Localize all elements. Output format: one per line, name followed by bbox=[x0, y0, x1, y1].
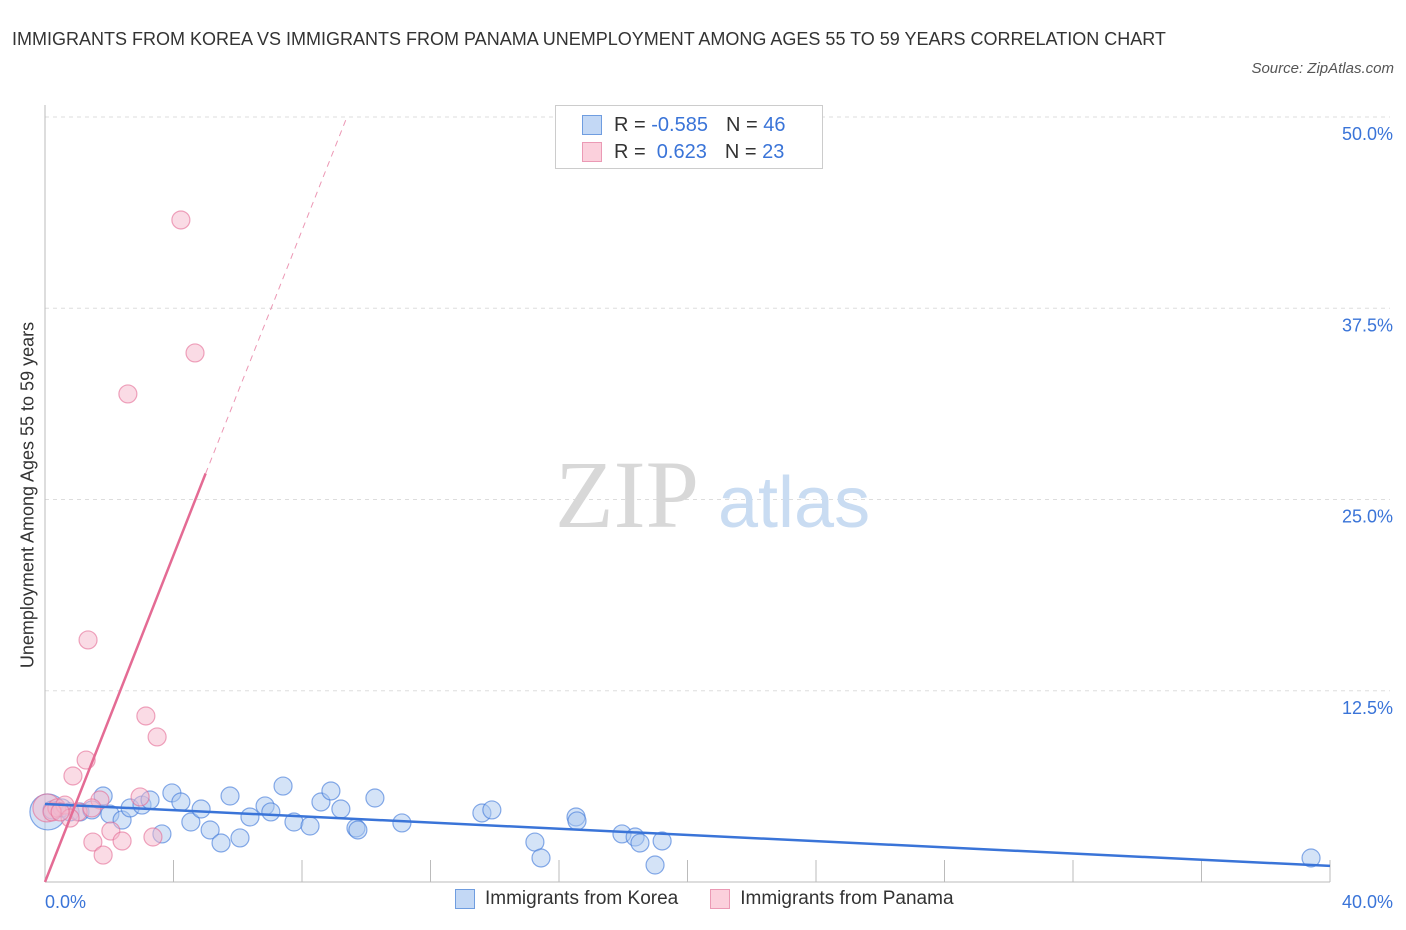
legend-label-korea: Immigrants from Korea bbox=[485, 888, 679, 909]
panama-point bbox=[136, 706, 156, 726]
korea-point bbox=[181, 812, 201, 832]
panama-point bbox=[112, 831, 132, 851]
korea-point bbox=[273, 776, 293, 796]
korea-point bbox=[191, 799, 211, 819]
panama-point bbox=[143, 827, 163, 847]
korea-point bbox=[525, 832, 545, 852]
panama-point bbox=[93, 845, 113, 865]
panama-point bbox=[63, 766, 83, 786]
y-tick-label: 50.0% bbox=[1342, 124, 1393, 144]
r-label: R = bbox=[614, 113, 646, 136]
panama-trend-line bbox=[43, 473, 207, 883]
korea-point bbox=[230, 828, 250, 848]
korea-n-value: 46 bbox=[763, 113, 786, 136]
korea-trend-line bbox=[44, 802, 1331, 868]
y-tick-label: 25.0% bbox=[1342, 507, 1393, 527]
x-tick-label: 0.0% bbox=[45, 892, 86, 912]
korea-point bbox=[482, 800, 502, 820]
panama-point bbox=[147, 727, 167, 747]
svg-text:ZIP: ZIP bbox=[555, 441, 699, 548]
panama-point bbox=[82, 798, 102, 818]
svg-text:atlas: atlas bbox=[718, 463, 870, 543]
korea-point bbox=[348, 820, 368, 840]
panama-point bbox=[171, 210, 191, 230]
korea-point bbox=[392, 813, 412, 833]
korea-point bbox=[645, 855, 665, 875]
korea-swatch bbox=[582, 115, 602, 135]
korea-point bbox=[220, 786, 240, 806]
legend-item-panama[interactable]: Immigrants from Panama bbox=[710, 888, 954, 910]
n-label: N = bbox=[725, 113, 758, 136]
korea-point bbox=[211, 833, 231, 853]
korea-point bbox=[321, 781, 341, 801]
korea-point bbox=[331, 799, 351, 819]
panama-point bbox=[83, 832, 103, 852]
korea-r-value: -0.585 bbox=[651, 113, 708, 136]
panama-n-value: 23 bbox=[762, 140, 785, 163]
panama-trend-extension bbox=[205, 116, 348, 474]
korea-point bbox=[300, 816, 320, 836]
x-tick-label: 40.0% bbox=[1342, 892, 1393, 912]
stats-legend: R = -0.585 N = 46 R = 0.623 N = 23 bbox=[555, 105, 823, 169]
korea-point bbox=[531, 848, 551, 868]
watermark: ZIP atlas bbox=[555, 441, 870, 548]
chart-source: Source: ZipAtlas.com bbox=[1251, 60, 1394, 77]
panama-point bbox=[118, 384, 138, 404]
korea-point bbox=[1301, 848, 1321, 868]
korea-point bbox=[652, 831, 672, 851]
korea-point bbox=[200, 820, 220, 840]
korea-swatch bbox=[455, 889, 475, 909]
panama-point bbox=[185, 343, 205, 363]
korea-point bbox=[630, 833, 650, 853]
n-label: N = bbox=[724, 140, 757, 163]
panama-r-value: 0.623 bbox=[651, 140, 707, 163]
panama-point bbox=[50, 802, 70, 822]
korea-point bbox=[567, 811, 587, 831]
legend-label-panama: Immigrants from Panama bbox=[740, 888, 954, 909]
panama-point bbox=[130, 787, 150, 807]
r-label: R = bbox=[614, 140, 646, 163]
korea-point bbox=[261, 802, 281, 822]
panama-swatch bbox=[582, 142, 602, 162]
y-tick-label: 12.5% bbox=[1342, 698, 1393, 718]
legend-row-korea: R = -0.585 N = 46 bbox=[582, 112, 785, 138]
chart-title: IMMIGRANTS FROM KOREA VS IMMIGRANTS FROM… bbox=[12, 29, 1166, 49]
legend-item-korea[interactable]: Immigrants from Korea bbox=[455, 888, 678, 910]
legend-row-panama: R = 0.623 N = 23 bbox=[582, 139, 784, 165]
korea-point bbox=[240, 807, 260, 827]
panama-point bbox=[78, 630, 98, 650]
panama-swatch bbox=[710, 889, 731, 909]
series-legend: Immigrants from Korea Immigrants from Pa… bbox=[455, 888, 986, 910]
y-tick-label: 37.5% bbox=[1342, 315, 1393, 335]
korea-point bbox=[171, 792, 191, 812]
korea-point bbox=[365, 788, 385, 808]
